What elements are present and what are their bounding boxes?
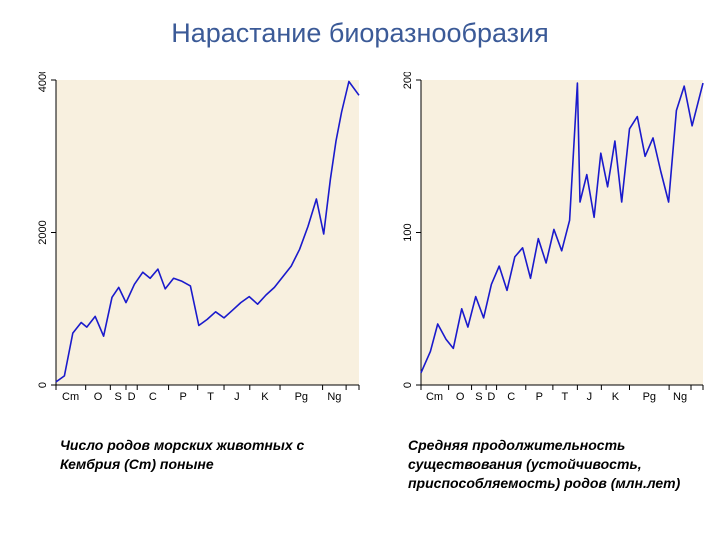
svg-text:200: 200 (402, 72, 414, 89)
svg-text:O: O (456, 391, 465, 403)
svg-text:K: K (261, 391, 269, 403)
caption-right: Средняя продолжительность существования … (408, 436, 688, 493)
svg-text:0: 0 (402, 382, 414, 388)
svg-text:D: D (487, 391, 495, 403)
svg-text:O: O (94, 391, 103, 403)
panel-left: 0 2000 4000 Cm OSD C P T J K Pg Ng (22, 72, 363, 407)
svg-text:Ng: Ng (327, 391, 341, 403)
svg-text:P: P (179, 391, 186, 403)
svg-text:Pg: Pg (295, 391, 308, 403)
svg-text:J: J (234, 391, 240, 403)
svg-text:T: T (561, 391, 568, 403)
svg-text:2000: 2000 (37, 220, 49, 244)
panel-right: 0 100 200 Cm OSDC P T J K Pg Ng (387, 72, 707, 407)
svg-text:S: S (114, 391, 121, 403)
svg-text:P: P (536, 391, 543, 403)
svg-text:C: C (149, 391, 157, 403)
svg-text:0: 0 (37, 382, 49, 388)
chart-title: Нарастание биоразнообразия (0, 18, 720, 49)
svg-text:Cm: Cm (62, 391, 79, 403)
svg-text:4000: 4000 (37, 72, 49, 92)
svg-text:D: D (128, 391, 136, 403)
svg-text:Pg: Pg (643, 391, 656, 403)
svg-text:100: 100 (402, 223, 414, 241)
svg-text:S: S (475, 391, 482, 403)
svg-text:C: C (507, 391, 515, 403)
svg-text:T: T (207, 391, 214, 403)
svg-text:J: J (587, 391, 593, 403)
svg-text:Ng: Ng (673, 391, 687, 403)
svg-text:K: K (612, 391, 620, 403)
svg-text:Cm: Cm (426, 391, 443, 403)
caption-left: Число родов морских животных с Кембрия (… (60, 436, 320, 474)
